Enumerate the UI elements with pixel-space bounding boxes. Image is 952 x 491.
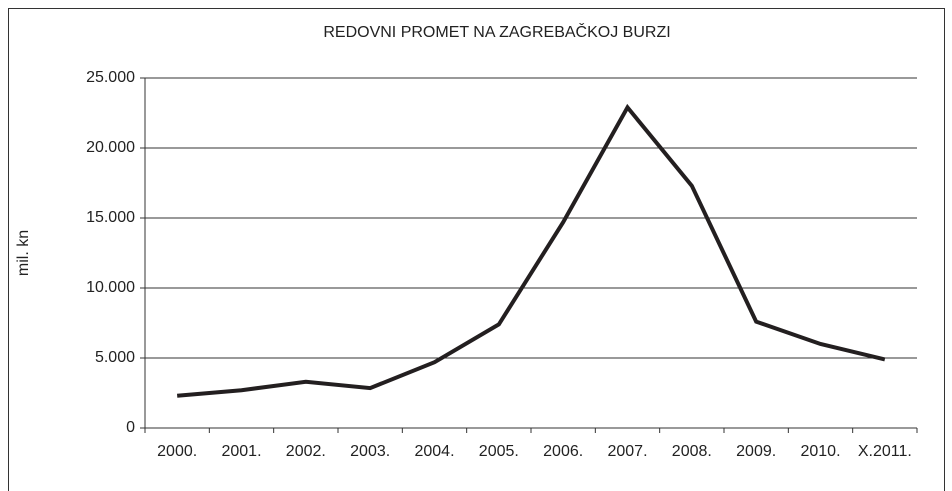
x-tick-label: 2006. [543, 443, 583, 460]
y-tick-label: 15.000 [86, 209, 135, 226]
x-tick-label: 2010. [800, 443, 840, 460]
x-tick-label: 2003. [350, 443, 390, 460]
y-tick-label: 20.000 [86, 139, 135, 156]
x-tick-label: 2001. [221, 443, 261, 460]
chart-title: REDOVNI PROMET NA ZAGREBAČKOJ BURZI [323, 22, 670, 41]
chart-frame [8, 8, 945, 491]
x-tick-label: 2004. [414, 443, 454, 460]
y-tick-label: 25.000 [86, 69, 135, 86]
x-tick-label: X.2011. [858, 443, 912, 460]
x-tick-label: 2005. [479, 443, 519, 460]
x-tick-label: 2000. [157, 443, 197, 460]
data-line [176, 103, 886, 398]
y-tick-label: 10.000 [86, 279, 135, 296]
x-tick-label: 2009. [736, 443, 776, 460]
y-axis-label: mil. kn [15, 230, 32, 276]
x-tick-label: 2007. [607, 443, 647, 460]
y-tick-label: 5.000 [95, 349, 135, 366]
x-tick-label: 2008. [672, 443, 712, 460]
y-tick-label: 0 [126, 419, 135, 436]
x-tick-label: 2002. [286, 443, 326, 460]
